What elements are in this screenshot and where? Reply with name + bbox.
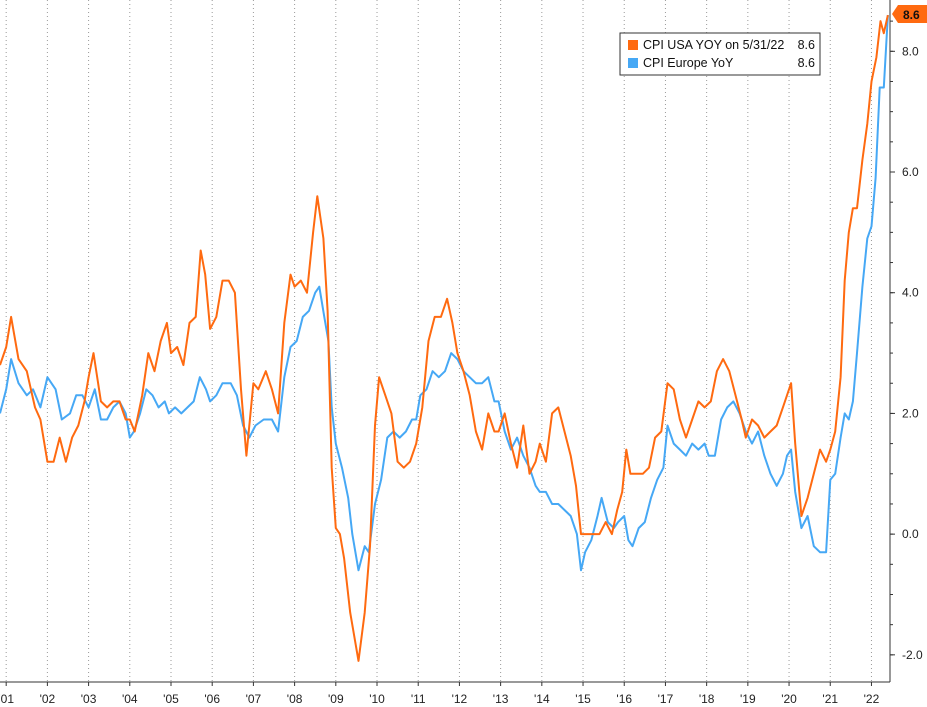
x-tick-label: '03 bbox=[81, 692, 97, 706]
legend-box bbox=[619, 32, 821, 76]
series-line-usa bbox=[0, 14, 889, 662]
legend-value-usa: 8.6 bbox=[798, 38, 815, 52]
y-tick-label: -2.0 bbox=[902, 648, 923, 662]
x-tick-label: '01 bbox=[0, 692, 14, 706]
y-tick-label: 8.0 bbox=[902, 44, 919, 58]
x-tick-label: '16 bbox=[616, 692, 632, 706]
series-line-europe bbox=[0, 15, 889, 572]
x-tick-label: '05 bbox=[163, 692, 179, 706]
legend: CPI USA YOY on 5/31/22 8.6 CPI Europe Yo… bbox=[619, 32, 821, 76]
last-value-badge-text: 8.6 bbox=[903, 8, 920, 22]
x-tick-label: '17 bbox=[658, 692, 674, 706]
x-tick-label: '06 bbox=[204, 692, 220, 706]
x-tick-label: '11 bbox=[411, 692, 426, 706]
x-tick-label: '07 bbox=[246, 692, 262, 706]
legend-swatch-usa bbox=[628, 40, 638, 50]
x-axis: '01 '02 '03 '04 '05 '06 '07 '08 '09 '10 '11 '12 '13 '… bbox=[0, 681, 890, 706]
vertical-gridlines bbox=[5, 0, 872, 682]
x-tick-label: '18 bbox=[699, 692, 715, 706]
x-tick-label: '02 bbox=[40, 692, 56, 706]
legend-label-europe: CPI Europe YoY bbox=[643, 56, 734, 70]
x-tick-label: '08 bbox=[287, 692, 303, 706]
x-tick-label: '04 bbox=[122, 692, 138, 706]
x-tick-label: '20 bbox=[781, 692, 797, 706]
x-tick-label: '10 bbox=[369, 692, 385, 706]
last-value-badge: 8.6 bbox=[892, 5, 927, 23]
x-tick-label: '22 bbox=[864, 692, 880, 706]
last-value-badge-shape bbox=[892, 5, 927, 23]
legend-swatch-europe bbox=[628, 58, 638, 68]
x-tick-label: '09 bbox=[328, 692, 344, 706]
legend-label-usa: CPI USA YOY on 5/31/22 bbox=[643, 38, 784, 52]
x-tick-label: '15 bbox=[575, 692, 591, 706]
y-tick-label: 4.0 bbox=[902, 286, 919, 300]
x-tick-label: '19 bbox=[740, 692, 756, 706]
y-axis: -2.0 0.0 2.0 4.0 6.0 8.0 bbox=[889, 0, 923, 682]
y-tick-label: 2.0 bbox=[902, 406, 919, 420]
x-tick-label: '13 bbox=[493, 692, 509, 706]
y-tick-label: 6.0 bbox=[902, 165, 919, 179]
x-tick-label: '14 bbox=[534, 692, 550, 706]
y-tick-label: 0.0 bbox=[902, 527, 919, 541]
legend-value-europe: 8.6 bbox=[798, 56, 815, 70]
series-lines bbox=[0, 14, 889, 662]
x-tick-label: '12 bbox=[452, 692, 468, 706]
x-tick-label: '21 bbox=[822, 692, 838, 706]
